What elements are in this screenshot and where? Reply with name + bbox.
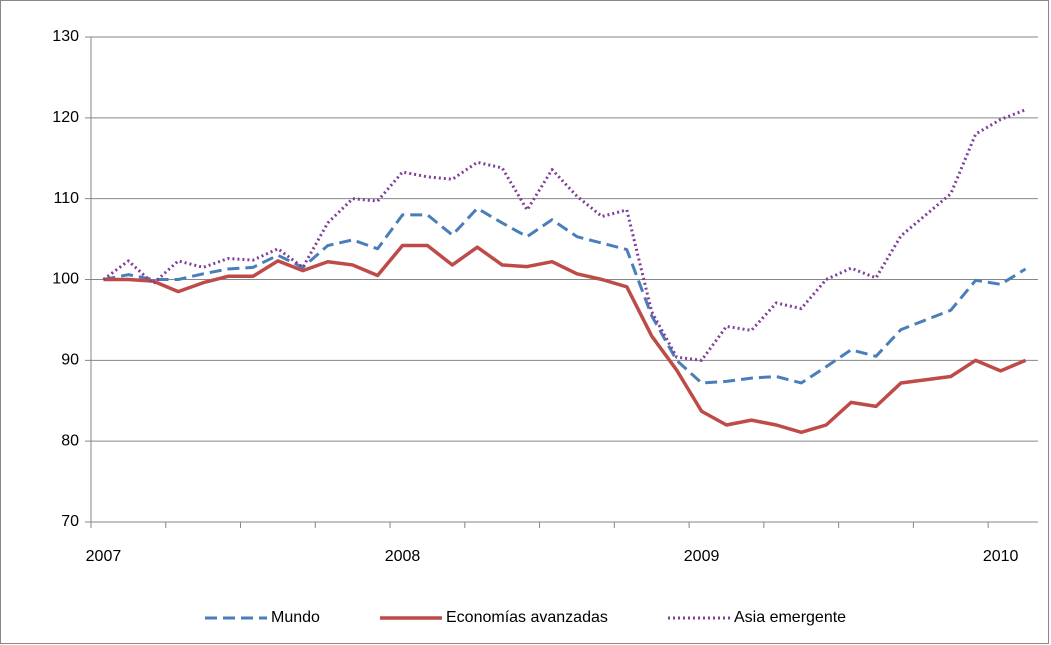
y-tick-label: 80 xyxy=(61,432,79,449)
x-tick-label: 2007 xyxy=(86,548,122,565)
series-line xyxy=(102,108,1027,362)
y-tick-label: 100 xyxy=(52,271,79,288)
x-tick-label: 2010 xyxy=(983,548,1019,565)
y-tick-label: 110 xyxy=(53,190,79,207)
series-line xyxy=(103,243,1027,435)
series-line xyxy=(103,206,1027,385)
y-tick-label: 70 xyxy=(61,513,79,530)
legend-label: Mundo xyxy=(271,609,320,626)
y-tick-label: 90 xyxy=(61,352,79,369)
x-tick-label: 2008 xyxy=(385,548,421,565)
legend-label: Economías avanzadas xyxy=(446,609,608,626)
y-tick-label: 130 xyxy=(52,28,79,45)
y-tick-label: 120 xyxy=(52,109,79,126)
legend-label: Asia emergente xyxy=(734,609,846,626)
x-tick-label: 2009 xyxy=(684,548,720,565)
